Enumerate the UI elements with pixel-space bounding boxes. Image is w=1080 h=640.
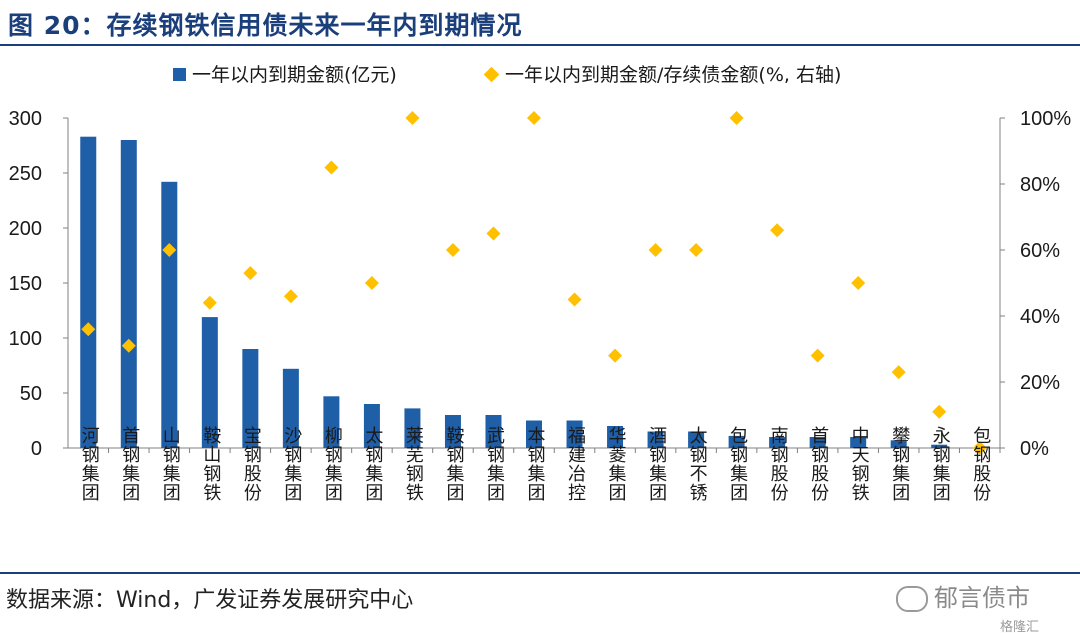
category-label: 南钢股份	[768, 426, 789, 502]
bar	[809, 437, 826, 448]
bar	[282, 368, 299, 448]
scatter-point	[567, 292, 582, 307]
category-label: 柳钢集团	[322, 426, 343, 502]
scatter-point	[729, 111, 744, 125]
right-tick-label: 20%	[1020, 372, 1060, 394]
scatter-point	[162, 243, 177, 257]
right-tick-label: 40%	[1020, 306, 1060, 328]
chart: 一年以内到期金额(亿元) 一年以内到期金额/存续债金额(%, 右轴) 0 50 100 1…	[9, 64, 1072, 502]
watermark-text: 郁言债市	[934, 584, 1030, 612]
category-label: 莱芜钢铁	[403, 426, 424, 502]
category-label: 太钢不锈	[687, 426, 708, 502]
source-note: 数据来源：Wind，广发证券发展研究中心	[6, 588, 414, 613]
left-tick-label: 300	[9, 108, 42, 130]
scatter-point	[527, 111, 541, 125]
category-label: 包钢集团	[727, 426, 748, 502]
bar	[242, 349, 259, 448]
bar	[526, 420, 542, 448]
legend-label-bar: 一年以内到期金额(亿元)	[192, 64, 397, 86]
category-label: 华菱集团	[606, 426, 627, 502]
bar	[80, 136, 97, 448]
bar	[647, 431, 664, 448]
scatter-point	[810, 348, 825, 363]
bar	[363, 404, 380, 448]
left-tick-label: 200	[9, 218, 42, 240]
left-tick-label: 250	[9, 163, 42, 185]
category-label: 太钢集团	[362, 426, 383, 502]
scatter-point	[648, 243, 663, 257]
scatter-point	[202, 295, 217, 310]
category-label: 山钢集团	[160, 426, 181, 502]
right-tick-label: 60%	[1020, 240, 1060, 262]
wechat-icon	[896, 586, 928, 612]
left-tick-label: 0	[31, 438, 42, 460]
left-tick-label: 50	[20, 383, 42, 405]
scatter-point	[972, 441, 987, 455]
category-label: 沙钢集团	[281, 426, 302, 502]
scatter-point	[689, 243, 704, 257]
bar	[607, 426, 624, 448]
scatter-point	[932, 404, 947, 419]
scatter-point	[770, 223, 785, 238]
right-tick-label: 0%	[1020, 438, 1049, 460]
category-label: 鞍钢集团	[443, 426, 464, 502]
category-label: 武钢集团	[484, 426, 505, 502]
category-label: 鞍山钢铁	[200, 426, 221, 502]
category-label: 本钢集团	[525, 426, 546, 502]
scatter-point	[243, 266, 258, 281]
category-label: 中天钢铁	[849, 426, 870, 502]
bar	[485, 415, 502, 448]
bar	[769, 437, 786, 448]
scatter-point	[81, 322, 96, 337]
bar	[566, 420, 583, 448]
bar	[850, 437, 867, 448]
category-label: 永钢集团	[930, 426, 951, 502]
category-label: 福建冶控	[565, 426, 586, 502]
scatter-point	[283, 289, 298, 304]
scatter-point	[486, 226, 501, 241]
bar	[931, 444, 948, 448]
category-label: 包钢股份	[970, 426, 991, 502]
bar	[323, 396, 340, 448]
source-rule	[0, 572, 1080, 574]
scatter-point	[324, 160, 339, 175]
category-label: 河钢集团	[79, 426, 100, 502]
bar	[890, 440, 907, 448]
watermark: 郁言债市	[896, 578, 1030, 613]
left-tick-label: 100	[9, 328, 42, 350]
bar	[404, 408, 421, 448]
scatter-point	[608, 348, 623, 363]
category-label: 酒钢集团	[646, 426, 667, 502]
bar	[688, 431, 705, 448]
bar	[161, 181, 178, 449]
bar	[201, 317, 218, 448]
scatter-point	[405, 111, 420, 125]
left-tick-label: 150	[9, 273, 42, 295]
title-rule	[0, 44, 1080, 46]
watermark-secondary: 格隆汇	[1000, 620, 1040, 635]
right-tick-label: 80%	[1020, 174, 1060, 196]
bar	[120, 140, 137, 448]
category-label: 首钢集团	[119, 426, 140, 502]
category-label: 宝钢股份	[241, 426, 262, 502]
bar	[728, 435, 745, 448]
category-label: 攀钢集团	[889, 426, 910, 502]
legend-swatch-bar	[173, 68, 186, 81]
figure-title: 图 20：存续钢铁信用债未来一年内到期情况	[8, 11, 523, 40]
scatter-point	[364, 276, 379, 290]
scatter-point	[121, 338, 136, 353]
scatter-point	[851, 276, 866, 290]
legend-swatch-point	[483, 66, 500, 83]
bar	[444, 415, 461, 448]
category-label: 首钢股份	[808, 426, 829, 502]
scatter-point	[445, 243, 460, 257]
legend-label-point: 一年以内到期金额/存续债金额(%, 右轴)	[505, 64, 841, 86]
right-tick-label: 100%	[1020, 108, 1071, 130]
scatter-point	[891, 365, 906, 380]
